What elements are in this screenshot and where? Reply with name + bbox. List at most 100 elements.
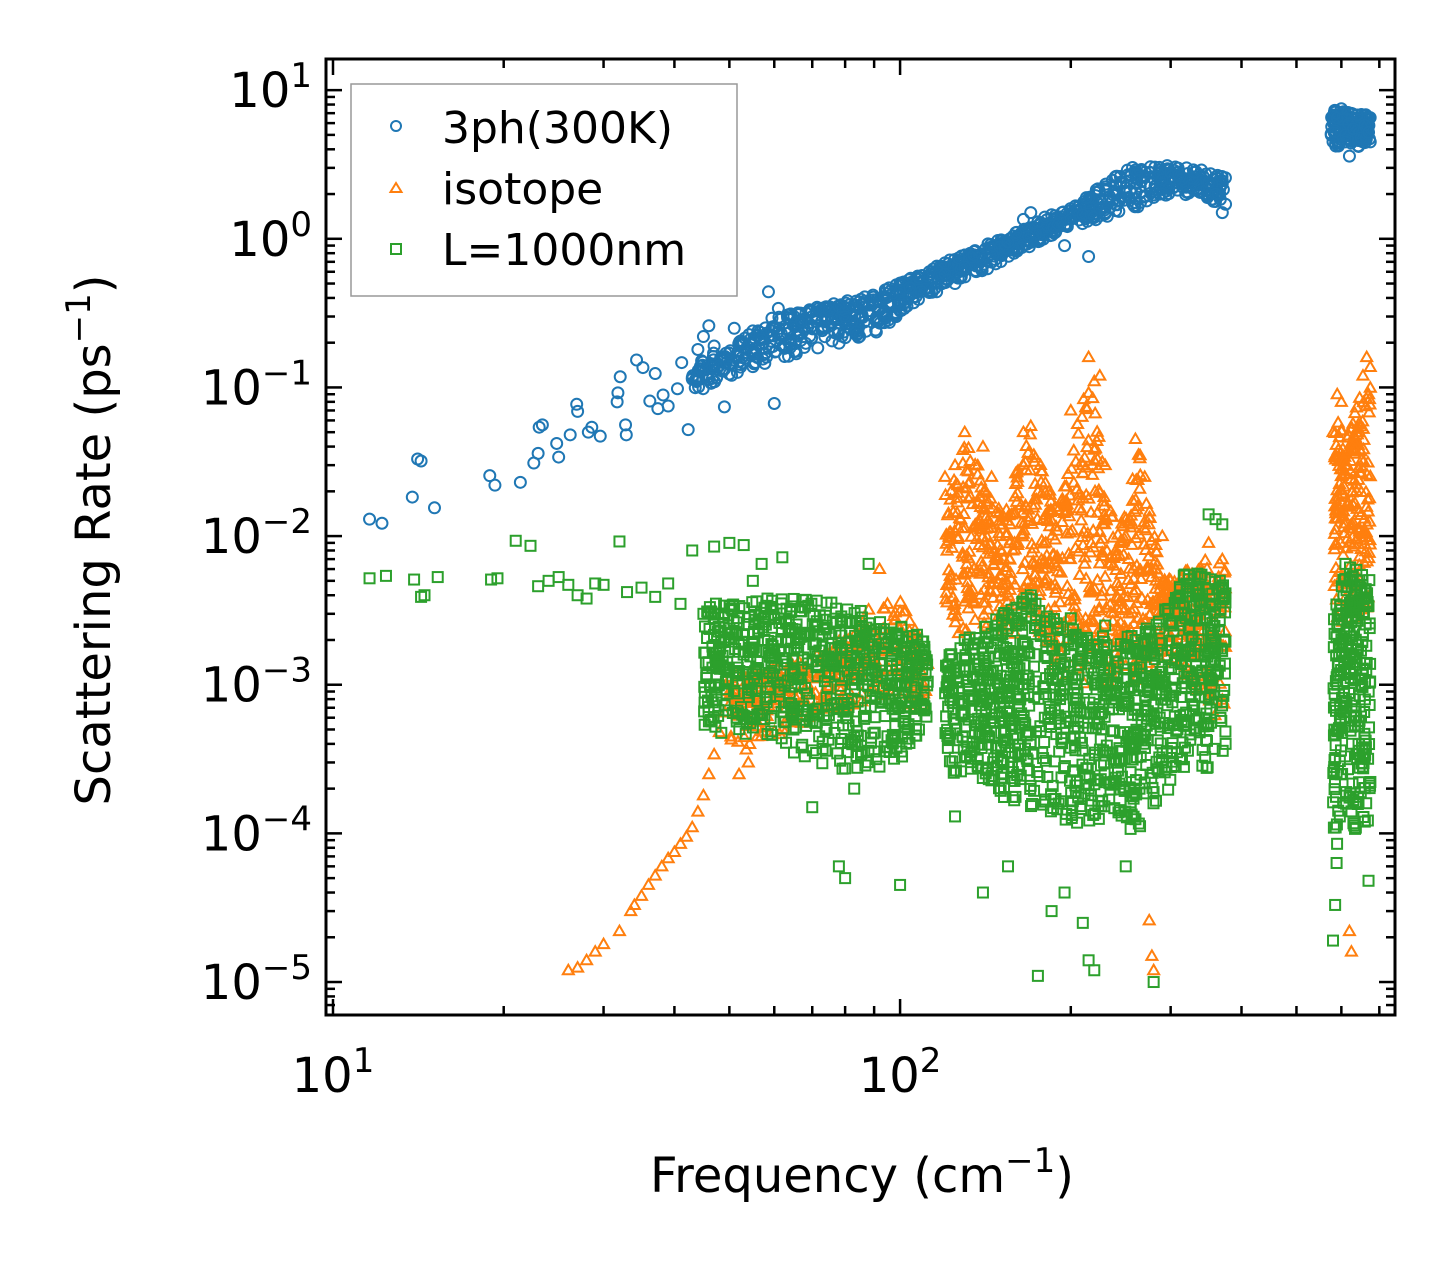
data-point-circle	[955, 254, 969, 268]
data-point-circle	[1215, 206, 1229, 220]
data-point-square	[718, 633, 731, 646]
data-point-triangle	[654, 858, 670, 872]
data-point-triangle	[1113, 615, 1128, 628]
data-point-square	[880, 677, 893, 690]
data-point-square	[1166, 755, 1179, 768]
data-point-circle	[794, 306, 808, 320]
data-point-triangle	[1093, 535, 1108, 549]
data-point-square	[1093, 743, 1106, 756]
data-point-square	[1057, 660, 1070, 673]
data-point-triangle	[980, 494, 996, 507]
data-point-triangle	[977, 483, 992, 497]
data-point-square	[901, 671, 914, 684]
data-point-square	[792, 644, 805, 657]
data-point-square	[1009, 728, 1022, 741]
data-point-square	[874, 616, 887, 629]
data-point-triangle	[1142, 607, 1157, 620]
data-point-triangle	[984, 576, 999, 590]
data-point-square	[957, 660, 970, 673]
data-point-square	[856, 669, 869, 682]
data-point-square	[999, 736, 1012, 749]
data-point-square	[686, 544, 699, 557]
data-point-square	[919, 654, 932, 667]
data-point-square	[1195, 596, 1208, 609]
data-point-square	[1045, 905, 1058, 918]
data-point-triangle	[1027, 557, 1042, 570]
data-point-triangle	[1340, 498, 1355, 511]
data-point-triangle	[872, 561, 887, 575]
data-point-square	[746, 574, 759, 587]
data-point-circle	[1128, 163, 1142, 177]
data-point-triangle	[1004, 572, 1019, 585]
data-point-circle	[789, 334, 803, 348]
data-point-triangle	[1090, 572, 1105, 586]
data-point-circle	[1130, 168, 1144, 182]
data-point-triangle	[1030, 511, 1045, 524]
data-point-triangle	[1007, 489, 1023, 502]
data-point-circle	[832, 324, 846, 338]
data-point-square	[705, 715, 718, 728]
data-point-square	[1362, 599, 1375, 612]
data-point-triangle	[1092, 485, 1108, 498]
data-point-triangle	[994, 576, 1010, 589]
data-point-triangle	[949, 505, 965, 519]
data-point-square	[775, 633, 788, 646]
data-point-triangle	[1105, 530, 1121, 543]
data-point-circle	[531, 446, 545, 460]
data-point-square	[1109, 678, 1122, 691]
data-point-square	[1074, 706, 1087, 719]
data-point-square	[848, 672, 861, 685]
data-point-triangle	[976, 582, 992, 595]
data-point-triangle	[1120, 513, 1136, 527]
data-point-triangle	[1142, 510, 1157, 523]
data-point-square	[1078, 787, 1091, 800]
data-point-triangle	[1072, 567, 1087, 580]
data-point-square	[873, 760, 886, 773]
data-point-square	[941, 660, 954, 673]
data-point-circle	[1209, 187, 1223, 201]
legend-marker-square	[390, 243, 402, 255]
data-point-triangle	[1016, 579, 1032, 593]
y-tick-label: 10−1	[201, 353, 312, 416]
data-point-square	[890, 658, 903, 671]
data-point-square	[674, 597, 687, 610]
data-point-square	[1330, 768, 1343, 781]
data-point-square	[1129, 671, 1142, 684]
data-point-square	[709, 622, 722, 635]
data-point-triangle	[955, 567, 971, 580]
data-point-circle	[613, 370, 627, 384]
data-point-square	[1024, 779, 1037, 792]
data-point-triangle	[701, 766, 717, 780]
data-point-triangle	[1021, 509, 1037, 522]
data-point-square	[798, 601, 811, 614]
data-point-square	[1363, 617, 1376, 630]
data-point-square	[950, 722, 963, 735]
data-point-square	[854, 632, 867, 645]
data-point-square	[1359, 734, 1372, 747]
data-point-square	[1070, 697, 1083, 710]
data-point-square	[958, 633, 971, 646]
data-point-triangle	[892, 603, 908, 617]
data-point-triangle	[992, 528, 1008, 542]
data-point-square	[1039, 688, 1052, 701]
data-point-square	[823, 666, 836, 679]
data-point-square	[1150, 707, 1163, 720]
data-point-triangle	[1090, 505, 1105, 518]
data-point-triangle	[1086, 613, 1101, 627]
data-point-square	[850, 749, 863, 762]
data-point-square	[903, 736, 916, 749]
data-point-square	[1331, 837, 1344, 850]
data-point-triangle	[1024, 536, 1040, 550]
data-point-square	[1329, 739, 1342, 752]
data-point-square	[1338, 750, 1351, 763]
y-tick-label: 10−5	[201, 948, 312, 1011]
data-point-square	[1003, 714, 1016, 727]
data-point-square	[1007, 661, 1020, 674]
data-point-square	[1147, 976, 1160, 989]
data-point-circle	[794, 314, 808, 328]
data-point-triangle	[1128, 582, 1144, 596]
data-point-triangle	[1124, 537, 1140, 550]
legend-item-L1000nm: L=1000nm	[390, 225, 686, 276]
data-point-square	[1185, 681, 1198, 694]
data-point-triangle	[1346, 536, 1362, 550]
